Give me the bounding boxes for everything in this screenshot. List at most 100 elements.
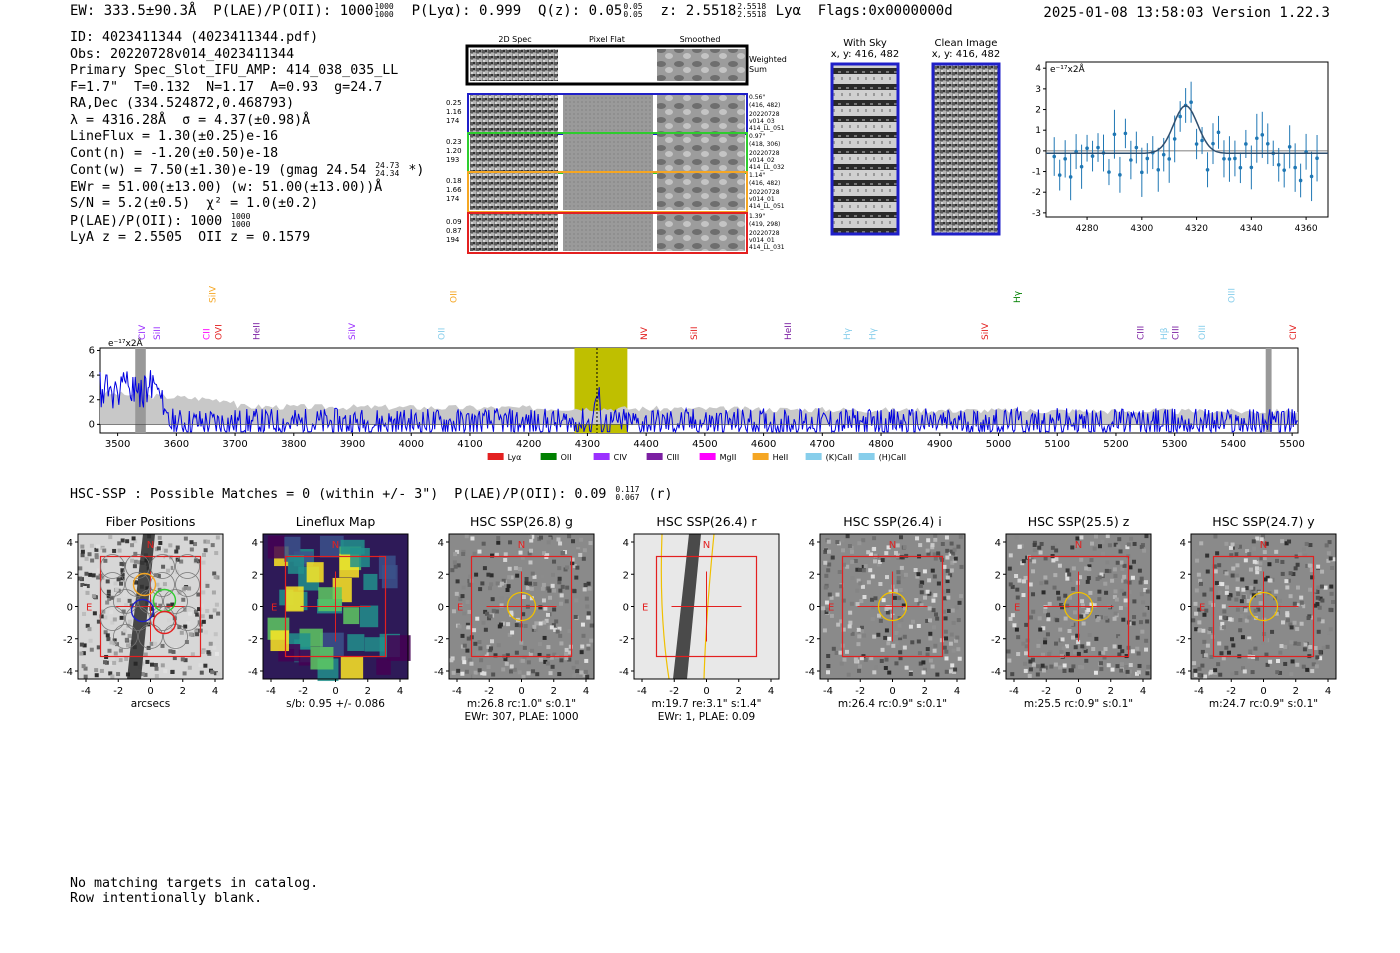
noise-pixel: [531, 627, 536, 632]
noise-pixel: [933, 537, 938, 542]
noise-pixel: [465, 648, 470, 653]
noise-pixel: [1056, 596, 1061, 601]
svg-text:v014_03: v014_03: [749, 118, 775, 125]
noise-pixel: [487, 616, 492, 621]
noise-pixel: [558, 541, 563, 546]
noise-pixel: [519, 640, 524, 645]
noise-pixel: [1240, 635, 1245, 640]
panel-ytick-label: 4: [438, 538, 444, 549]
noise-pixel: [939, 638, 944, 643]
noise-pixel: [557, 566, 562, 571]
noise-pixel: [835, 592, 840, 597]
noise-pixel: [113, 651, 118, 656]
noise-pixel: [870, 597, 875, 602]
noise-pixel: [1024, 651, 1029, 656]
noise-pixel: [89, 543, 94, 548]
noise-pixel: [879, 658, 884, 663]
noise-pixel: [460, 633, 465, 638]
noise-pixel: [1281, 620, 1286, 625]
noise-pixel: [826, 653, 831, 658]
noise-pixel: [1078, 575, 1083, 580]
panel-ytick-label: 0: [252, 603, 258, 614]
east-label: E: [642, 603, 648, 614]
noise-pixel: [497, 624, 502, 629]
noise-pixel: [1052, 543, 1057, 548]
noise-pixel: [575, 549, 580, 554]
noise-pixel: [1030, 657, 1035, 662]
noise-pixel: [514, 623, 519, 628]
noise-pixel: [156, 546, 161, 551]
noise-pixel: [526, 671, 531, 676]
noise-pixel: [1225, 585, 1230, 590]
noise-pixel: [1314, 664, 1319, 669]
noise-pixel: [545, 661, 550, 666]
noise-pixel: [586, 646, 591, 651]
noise-pixel: [948, 552, 953, 557]
svg-text:414_LL_032: 414_LL_032: [749, 164, 785, 171]
noise-pixel: [1123, 598, 1128, 603]
zoom-data-point: [1140, 170, 1144, 175]
zoom-ytick-label: -3: [1032, 209, 1041, 219]
noise-pixel: [127, 619, 132, 624]
noise-pixel: [1057, 563, 1062, 568]
noise-pixel: [942, 645, 947, 650]
noise-pixel: [956, 544, 961, 549]
noise-pixel: [861, 568, 866, 573]
noise-pixel: [1053, 662, 1058, 667]
noise-pixel: [1130, 649, 1135, 654]
noise-pixel: [140, 672, 145, 677]
noise-pixel: [149, 662, 154, 667]
noise-pixel: [925, 647, 930, 652]
noise-pixel: [1117, 652, 1122, 657]
noise-pixel: [80, 553, 85, 558]
col-header-2dspec: 2D Spec: [498, 35, 531, 44]
noise-pixel: [1065, 603, 1070, 608]
noise-pixel: [1205, 553, 1210, 558]
noise-pixel: [1267, 578, 1272, 583]
noise-pixel: [584, 596, 589, 601]
noise-pixel: [469, 661, 474, 666]
noise-pixel: [1032, 559, 1037, 564]
noise-pixel: [891, 614, 896, 619]
noise-pixel: [1139, 544, 1144, 549]
noise-pixel: [201, 560, 206, 565]
legend-label: (H)CaII: [879, 453, 906, 462]
zoom-data-point: [1112, 132, 1117, 137]
noise-pixel: [1145, 589, 1150, 594]
zoom-data-point: [1298, 178, 1303, 183]
noise-pixel: [85, 590, 90, 595]
noise-pixel: [1065, 568, 1070, 573]
noise-pixel: [121, 562, 126, 567]
noise-pixel: [560, 584, 565, 589]
flux-blob: [306, 562, 324, 583]
noise-pixel: [547, 536, 552, 541]
noise-pixel: [872, 634, 877, 639]
noise-pixel: [479, 658, 484, 663]
noise-pixel: [1261, 534, 1266, 539]
svg-text:20220728: 20220728: [749, 111, 780, 118]
noise-pixel: [1144, 534, 1149, 539]
noise-pixel: [105, 633, 110, 638]
panel-xtick-label: 4: [768, 686, 774, 697]
noise-pixel: [495, 581, 500, 586]
flux-blob: [381, 565, 398, 589]
noise-pixel: [1127, 620, 1132, 625]
plya-value: P(Lyα): 0.999: [411, 3, 522, 19]
noise-pixel: [1041, 590, 1046, 595]
noise-pixel: [1235, 607, 1240, 612]
noise-pixel: [1196, 572, 1201, 577]
noise-pixel: [1097, 544, 1102, 549]
noise-pixel: [530, 534, 535, 539]
noise-pixel: [1295, 662, 1300, 667]
noise-pixel: [943, 629, 948, 634]
noise-pixel: [1231, 566, 1236, 571]
noise-pixel: [473, 670, 478, 675]
noise-pixel: [1193, 601, 1198, 606]
noise-pixel: [1289, 640, 1294, 645]
noise-pixel: [848, 610, 853, 615]
noise-pixel: [163, 548, 168, 553]
noise-pixel: [854, 630, 859, 635]
noise-pixel: [1010, 672, 1015, 677]
noise-pixel: [1010, 584, 1015, 589]
noise-pixel: [1031, 609, 1036, 614]
